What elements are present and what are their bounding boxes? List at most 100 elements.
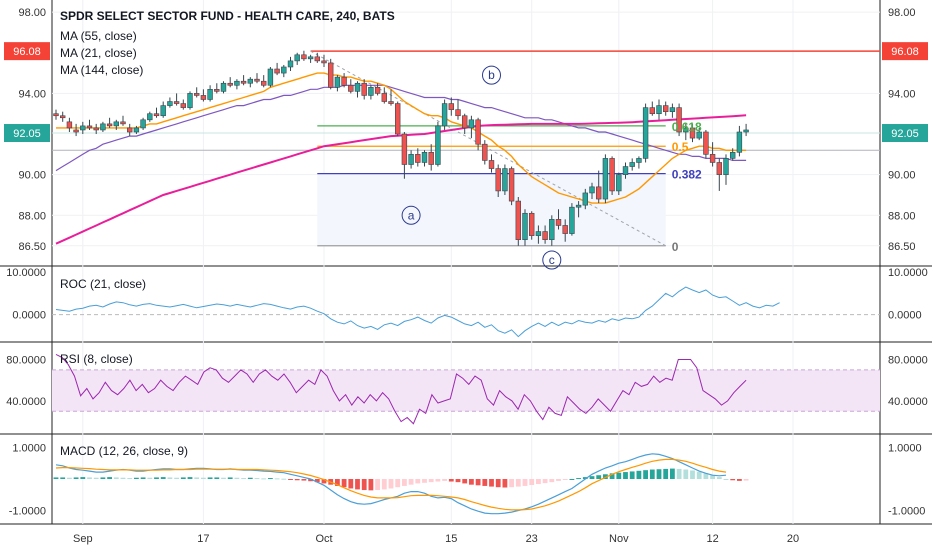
- candle-body[interactable]: [327, 62, 334, 88]
- candle-body[interactable]: [709, 154, 716, 163]
- candle-body[interactable]: [173, 101, 180, 104]
- candle-body[interactable]: [515, 200, 522, 240]
- candle-body[interactable]: [93, 127, 99, 131]
- candle-body[interactable]: [234, 80, 240, 86]
- candle-body[interactable]: [220, 82, 227, 92]
- candle-body[interactable]: [575, 204, 582, 208]
- candle-body[interactable]: [247, 78, 253, 84]
- candle-body[interactable]: [629, 162, 635, 167]
- candle-body[interactable]: [508, 168, 515, 202]
- candle-body[interactable]: [723, 158, 729, 175]
- candle-body[interactable]: [73, 129, 79, 133]
- candle-body[interactable]: [649, 107, 656, 115]
- candle-body[interactable]: [669, 107, 676, 112]
- candle-body[interactable]: [535, 231, 542, 236]
- candle-body[interactable]: [133, 127, 140, 133]
- candle-body[interactable]: [187, 93, 193, 108]
- candle-body[interactable]: [482, 143, 488, 161]
- candle-body[interactable]: [542, 231, 548, 240]
- candle-body[interactable]: [281, 66, 287, 74]
- candle-body[interactable]: [696, 131, 702, 139]
- candle-body[interactable]: [307, 56, 314, 60]
- candle-body[interactable]: [180, 103, 186, 108]
- candle-body[interactable]: [569, 206, 575, 234]
- candle-body[interactable]: [354, 82, 361, 92]
- candle-body[interactable]: [113, 121, 120, 127]
- candle-body[interactable]: [301, 54, 307, 60]
- candle-body[interactable]: [495, 168, 501, 192]
- candle-body[interactable]: [602, 158, 609, 200]
- candle-body[interactable]: [468, 119, 475, 129]
- candle-body[interactable]: [689, 127, 696, 139]
- candle-body[interactable]: [676, 107, 682, 133]
- candle-body[interactable]: [401, 133, 408, 165]
- candle-body[interactable]: [267, 68, 274, 86]
- candle-body[interactable]: [106, 123, 113, 127]
- candle-body[interactable]: [200, 95, 207, 100]
- candle-body[interactable]: [240, 80, 247, 84]
- candle-body[interactable]: [321, 60, 327, 64]
- candle-body[interactable]: [716, 162, 723, 175]
- candle-body[interactable]: [260, 80, 267, 86]
- candle-body[interactable]: [80, 125, 86, 131]
- candle-body[interactable]: [274, 68, 280, 74]
- candle-body[interactable]: [703, 131, 709, 155]
- candle-body[interactable]: [589, 186, 595, 194]
- candle-body[interactable]: [622, 166, 629, 175]
- candles[interactable]: [53, 50, 749, 246]
- candle-body[interactable]: [100, 123, 106, 131]
- candle-body[interactable]: [595, 186, 602, 200]
- candle-body[interactable]: [488, 160, 495, 169]
- candle-body[interactable]: [461, 115, 468, 129]
- candle-body[interactable]: [549, 219, 555, 240]
- candle-body[interactable]: [254, 78, 260, 82]
- candle-body[interactable]: [53, 113, 59, 117]
- candle-body[interactable]: [656, 105, 662, 115]
- candle-body[interactable]: [743, 129, 749, 133]
- candle-body[interactable]: [528, 212, 535, 236]
- candle-body[interactable]: [428, 152, 434, 165]
- candle-body[interactable]: [729, 152, 736, 159]
- candle-body[interactable]: [59, 115, 66, 119]
- candle-body[interactable]: [522, 212, 528, 240]
- candle-body[interactable]: [502, 168, 508, 192]
- candle-body[interactable]: [455, 109, 461, 117]
- wave-circle[interactable]: [401, 205, 421, 225]
- candle-body[interactable]: [441, 103, 448, 127]
- candle-body[interactable]: [662, 105, 669, 112]
- candle-body[interactable]: [374, 87, 381, 94]
- candle-body[interactable]: [167, 101, 173, 106]
- candle-body[interactable]: [214, 89, 220, 92]
- candle-body[interactable]: [287, 60, 294, 68]
- candle-body[interactable]: [341, 76, 347, 86]
- candle-body[interactable]: [334, 76, 341, 88]
- candle-body[interactable]: [66, 121, 73, 129]
- candle-body[interactable]: [227, 82, 233, 86]
- candle-body[interactable]: [153, 113, 160, 117]
- wave-circle[interactable]: [482, 65, 501, 85]
- candle-body[interactable]: [683, 127, 689, 133]
- candle-body[interactable]: [736, 131, 743, 153]
- candle-body[interactable]: [609, 158, 615, 192]
- candle-body[interactable]: [127, 127, 133, 133]
- candle-body[interactable]: [435, 125, 441, 165]
- candle-body[interactable]: [86, 125, 93, 129]
- trend-line[interactable]: [310, 50, 666, 247]
- candle-body[interactable]: [381, 93, 387, 102]
- candle-body[interactable]: [642, 107, 649, 159]
- candle-body[interactable]: [555, 219, 562, 226]
- candle-body[interactable]: [348, 84, 354, 92]
- wave-circle[interactable]: [542, 250, 562, 270]
- candle-body[interactable]: [120, 121, 126, 125]
- candle-body[interactable]: [207, 89, 213, 100]
- candle-body[interactable]: [394, 103, 401, 135]
- candle-body[interactable]: [421, 152, 428, 163]
- candle-body[interactable]: [147, 113, 153, 121]
- candle-body[interactable]: [636, 158, 642, 163]
- candle-body[interactable]: [475, 119, 481, 145]
- candle-body[interactable]: [562, 225, 568, 234]
- candle-body[interactable]: [415, 154, 421, 163]
- candle-body[interactable]: [194, 93, 200, 96]
